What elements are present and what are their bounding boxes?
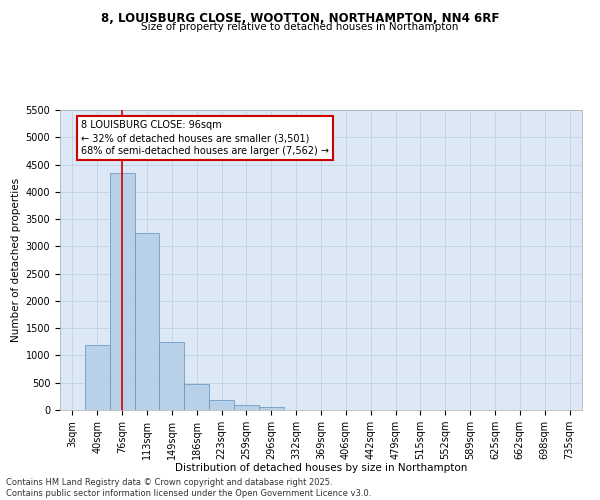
Text: 8 LOUISBURG CLOSE: 96sqm
← 32% of detached houses are smaller (3,501)
68% of sem: 8 LOUISBURG CLOSE: 96sqm ← 32% of detach… [81,120,329,156]
Bar [234,404,259,410]
Text: Contains HM Land Registry data © Crown copyright and database right 2025.
Contai: Contains HM Land Registry data © Crown c… [6,478,371,498]
Text: Size of property relative to detached houses in Northampton: Size of property relative to detached ho… [142,22,458,32]
Bar [184,384,209,410]
Bar [259,408,284,410]
Text: 8, LOUISBURG CLOSE, WOOTTON, NORTHAMPTON, NN4 6RF: 8, LOUISBURG CLOSE, WOOTTON, NORTHAMPTON… [101,12,499,26]
Bar [209,400,234,410]
Bar [134,232,160,410]
Bar [85,344,110,410]
Bar [160,342,184,410]
X-axis label: Distribution of detached houses by size in Northampton: Distribution of detached houses by size … [175,464,467,473]
Y-axis label: Number of detached properties: Number of detached properties [11,178,22,342]
Bar [110,172,134,410]
